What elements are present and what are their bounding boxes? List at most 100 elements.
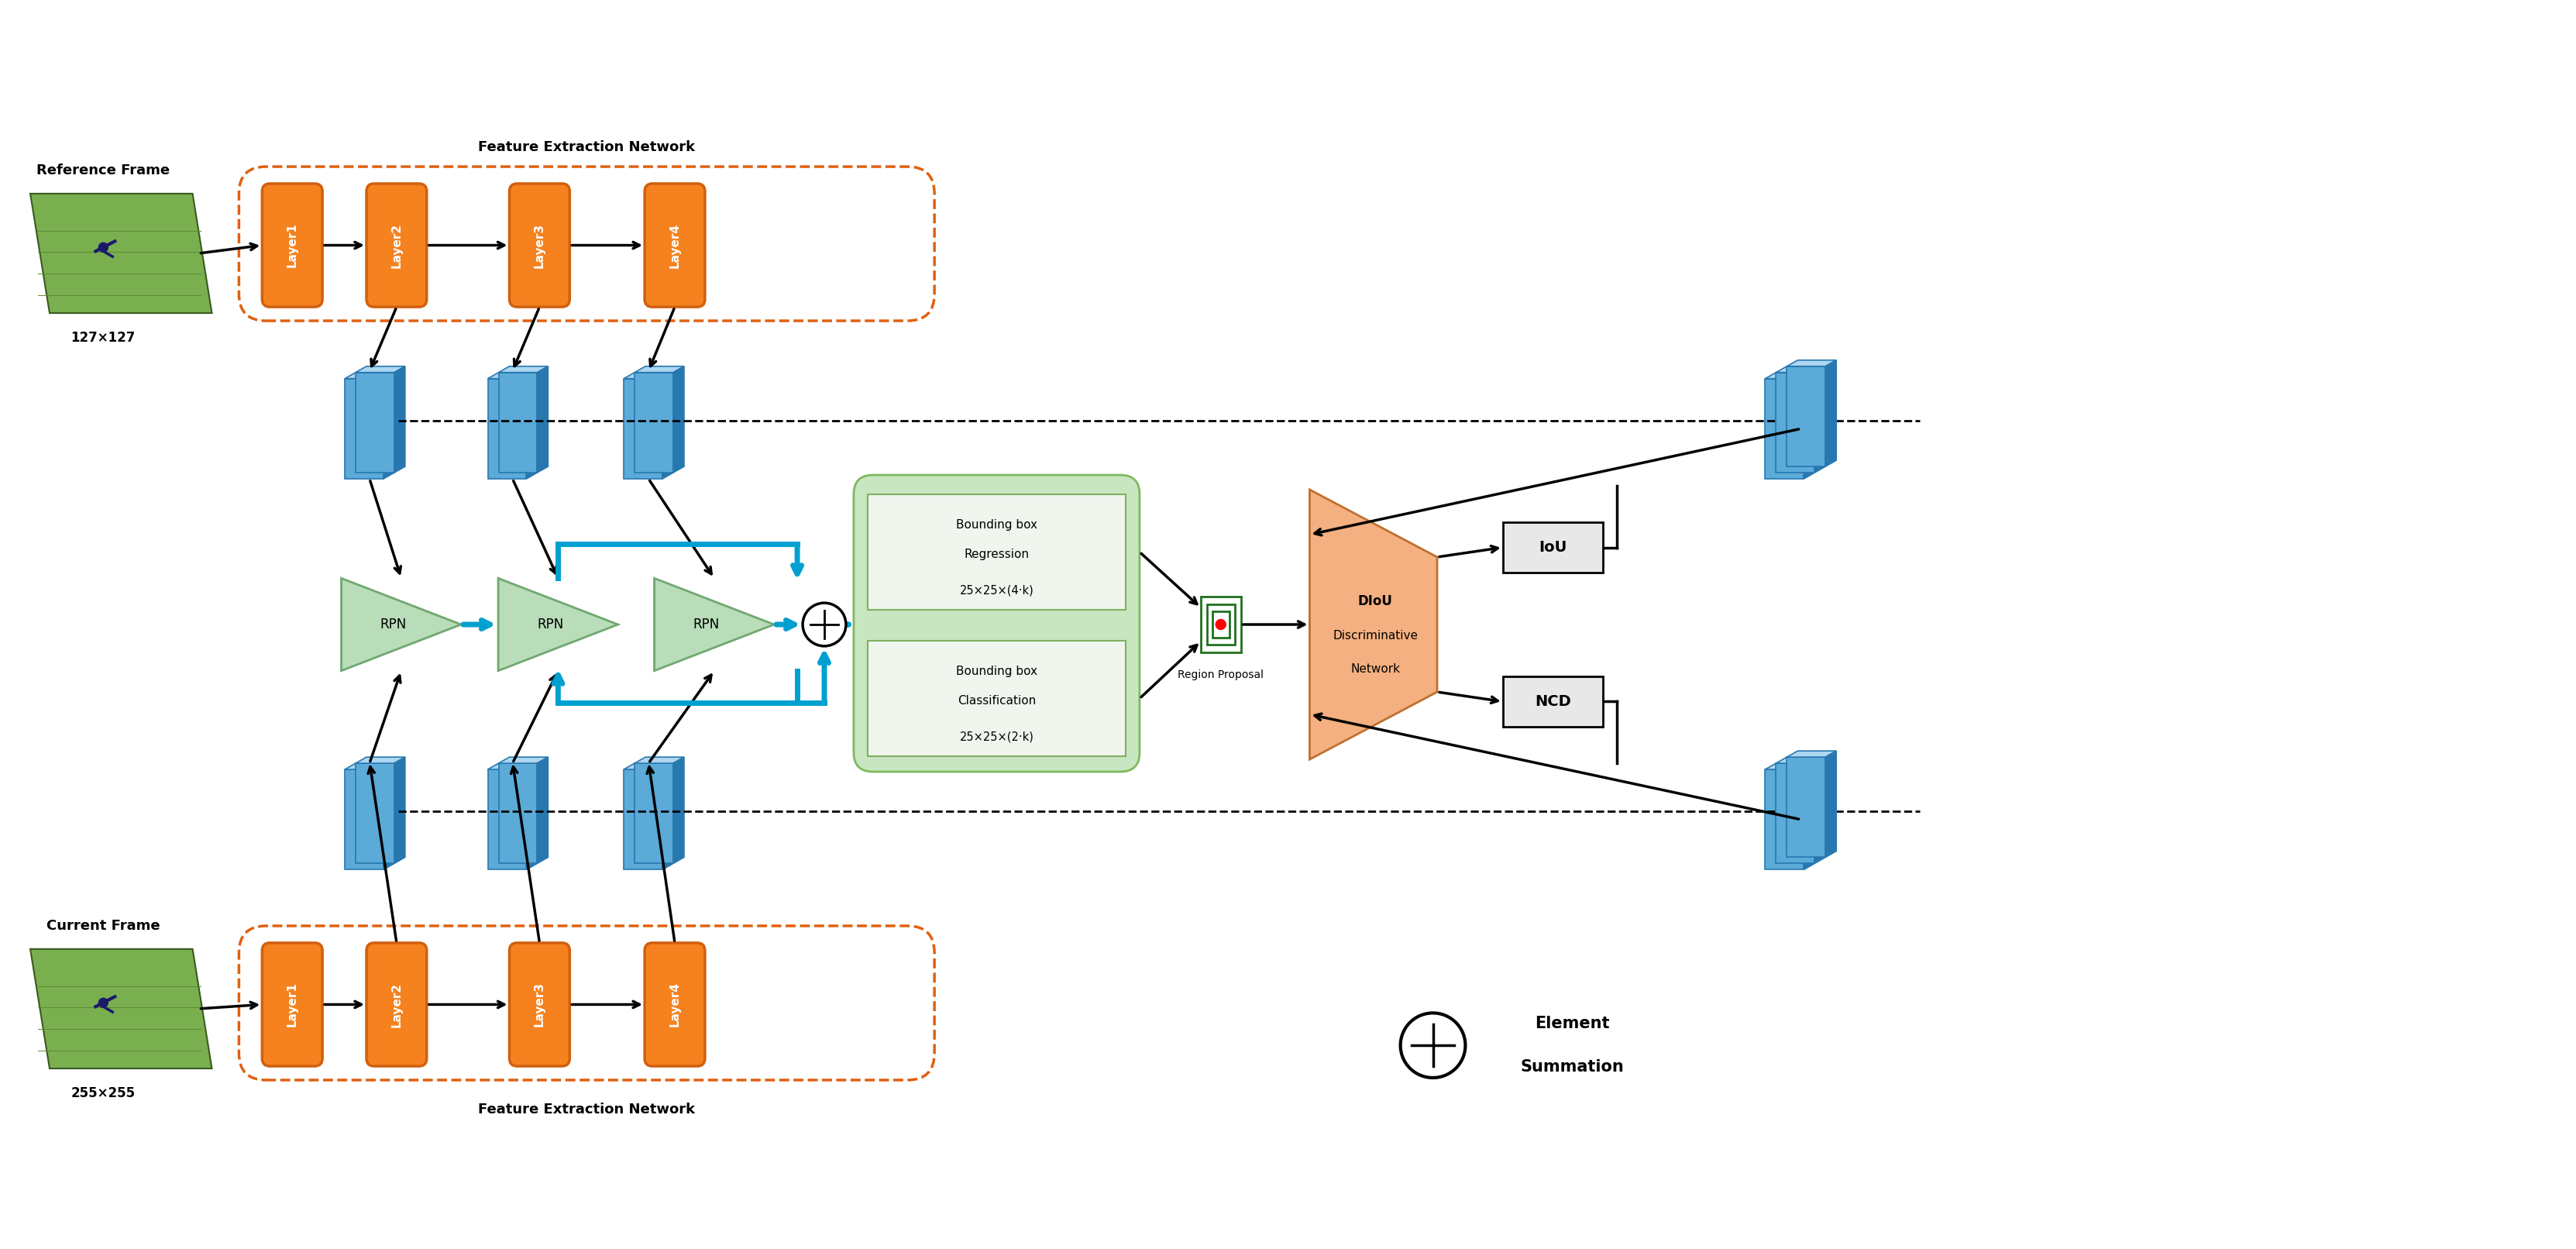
Polygon shape [654, 578, 775, 671]
Polygon shape [1765, 372, 1814, 378]
Polygon shape [31, 949, 211, 1068]
Text: Reference Frame: Reference Frame [36, 164, 170, 177]
Polygon shape [345, 372, 394, 378]
Polygon shape [500, 372, 538, 472]
Polygon shape [1775, 757, 1826, 763]
Polygon shape [500, 366, 549, 372]
FancyBboxPatch shape [263, 943, 322, 1067]
Polygon shape [538, 366, 549, 472]
Polygon shape [500, 763, 538, 863]
Text: Feature Extraction Network: Feature Extraction Network [479, 1103, 696, 1117]
Bar [1200, 597, 1242, 652]
Text: Current Frame: Current Frame [46, 919, 160, 933]
Text: Layer4: Layer4 [670, 982, 680, 1027]
FancyBboxPatch shape [366, 943, 428, 1067]
Text: 25×25×(4·k): 25×25×(4·k) [961, 585, 1033, 596]
Polygon shape [487, 372, 538, 378]
Polygon shape [1788, 757, 1826, 857]
Polygon shape [1803, 372, 1814, 478]
Polygon shape [672, 757, 685, 863]
Text: Layer1: Layer1 [286, 222, 299, 267]
Polygon shape [31, 194, 211, 313]
Polygon shape [1775, 763, 1814, 863]
Polygon shape [394, 757, 404, 863]
FancyBboxPatch shape [366, 184, 428, 307]
Text: Region Proposal: Region Proposal [1177, 669, 1265, 679]
Polygon shape [1814, 366, 1826, 472]
Text: Bounding box: Bounding box [956, 520, 1038, 531]
Text: Layer3: Layer3 [533, 982, 546, 1027]
Polygon shape [1826, 360, 1837, 466]
Circle shape [98, 242, 108, 252]
Polygon shape [345, 763, 394, 769]
Text: Summation: Summation [1520, 1059, 1623, 1074]
Text: 255×255: 255×255 [72, 1087, 137, 1100]
Polygon shape [672, 366, 685, 472]
Polygon shape [1788, 360, 1837, 366]
Polygon shape [384, 372, 394, 478]
Text: IoU: IoU [1538, 540, 1566, 555]
Polygon shape [634, 757, 685, 763]
Text: Classification: Classification [958, 694, 1036, 707]
Text: Regression: Regression [963, 548, 1030, 560]
Polygon shape [623, 372, 672, 378]
Polygon shape [538, 757, 549, 863]
Polygon shape [355, 763, 394, 863]
Text: Network: Network [1350, 663, 1401, 674]
Text: NCD: NCD [1535, 694, 1571, 709]
Polygon shape [623, 378, 662, 478]
Polygon shape [343, 578, 461, 671]
Text: RPN: RPN [693, 617, 719, 632]
Polygon shape [345, 378, 384, 478]
Polygon shape [1826, 751, 1837, 857]
Bar [1502, 522, 1602, 572]
Polygon shape [500, 757, 549, 763]
Polygon shape [1765, 769, 1803, 869]
Text: 127×127: 127×127 [72, 331, 137, 345]
FancyBboxPatch shape [510, 943, 569, 1067]
Text: Layer4: Layer4 [670, 222, 680, 267]
Polygon shape [355, 372, 394, 472]
Text: Layer2: Layer2 [392, 222, 402, 267]
Polygon shape [1775, 366, 1826, 372]
Text: Bounding box: Bounding box [956, 666, 1038, 677]
Polygon shape [526, 372, 538, 478]
Polygon shape [497, 578, 618, 671]
Polygon shape [662, 372, 672, 478]
Text: Feature Extraction Network: Feature Extraction Network [479, 140, 696, 155]
Polygon shape [345, 769, 384, 869]
Text: 25×25×(2·k): 25×25×(2·k) [958, 731, 1033, 743]
Polygon shape [623, 763, 672, 769]
Text: RPN: RPN [381, 617, 407, 632]
Polygon shape [487, 763, 538, 769]
Polygon shape [487, 769, 526, 869]
Polygon shape [394, 366, 404, 472]
Circle shape [1216, 620, 1226, 629]
Polygon shape [1803, 763, 1814, 869]
Text: DIoU: DIoU [1358, 595, 1394, 608]
Polygon shape [1814, 757, 1826, 863]
Text: RPN: RPN [538, 617, 564, 632]
FancyBboxPatch shape [263, 184, 322, 307]
FancyBboxPatch shape [644, 943, 706, 1067]
Text: Layer2: Layer2 [392, 982, 402, 1027]
Bar [1208, 605, 1234, 644]
Polygon shape [1788, 366, 1826, 466]
Bar [1213, 612, 1229, 637]
Bar [1502, 677, 1602, 727]
Polygon shape [1765, 763, 1814, 769]
FancyBboxPatch shape [644, 184, 706, 307]
Text: Discriminative: Discriminative [1332, 631, 1417, 642]
Polygon shape [384, 763, 394, 869]
Polygon shape [487, 378, 526, 478]
Polygon shape [526, 763, 538, 869]
Polygon shape [662, 763, 672, 869]
Text: Element: Element [1535, 1015, 1610, 1032]
Circle shape [98, 998, 108, 1008]
Polygon shape [623, 769, 662, 869]
Polygon shape [1775, 372, 1814, 472]
Polygon shape [355, 757, 404, 763]
Text: Layer1: Layer1 [286, 982, 299, 1027]
Circle shape [1401, 1013, 1466, 1078]
Bar [868, 495, 1126, 610]
